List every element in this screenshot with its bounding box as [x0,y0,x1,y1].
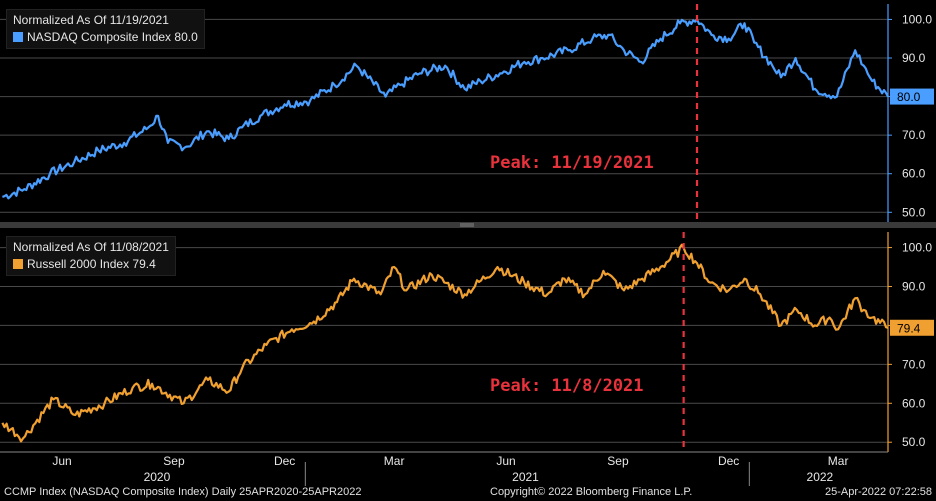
peak-annotation: Peak: 11/8/2021 [490,376,644,396]
x-tick-label: Sep [163,454,185,468]
russell-legend-swatch [13,259,23,269]
russell-legend: Normalized As Of 11/08/2021 Russell 2000… [6,236,176,276]
y-tick-label: 100.0 [902,241,932,255]
last-value-box [890,319,934,336]
nasdaq-legend: Normalized As Of 11/19/2021 NASDAQ Compo… [6,9,205,49]
last-value-box [890,88,934,105]
russell-legend-name: Russell 2000 Index [27,257,130,271]
series-line [1,243,889,443]
panel-splitter[interactable] [0,222,936,228]
x-year-label: 2021 [512,470,539,484]
last-value-label: 80.0 [897,90,921,104]
last-value-label: 79.4 [897,321,921,335]
x-axis: Jun Sep Dec Mar Jun Sep Dec Mar 2020 2021 2022 [0,451,888,486]
x-tick-label: Sep [607,454,629,468]
x-year-label: 2020 [144,470,171,484]
nasdaq-legend-entry: NASDAQ Composite Index 80.0 [13,29,198,46]
russell-legend-entry: Russell 2000 Index 79.4 [13,256,169,273]
footer-security: CCMP Index (NASDAQ Composite Index) Dail… [4,486,362,498]
nasdaq-legend-name: NASDAQ Composite Index [27,30,172,44]
y-tick-label: 60.0 [902,396,926,410]
y-tick-label: 60.0 [902,167,926,181]
x-year-label: 2022 [807,470,834,484]
footer-timestamp: 25-Apr-2022 07:22:58 [824,486,932,498]
x-tick-label: Dec [718,454,739,468]
y-tick-label: 100.0 [902,12,932,26]
footer-copyright: Copyright© 2022 Bloomberg Finance L.P. [490,486,693,498]
y-tick-label: 70.0 [902,357,926,371]
russell-legend-header: Normalized As Of 11/08/2021 [13,240,169,254]
russell-legend-value: 79.4 [132,257,156,271]
y-tick-label: 90.0 [902,280,926,294]
splitter-bar[interactable] [0,222,936,228]
x-tick-label: Mar [828,454,849,468]
peak-annotation: Peak: 11/19/2021 [490,153,654,173]
x-tick-label: Dec [274,454,295,468]
x-tick-label: Jun [52,454,71,468]
y-tick-label: 50.0 [902,205,926,219]
nasdaq-legend-swatch [13,32,23,42]
y-tick-label: 70.0 [902,128,926,142]
series-line [2,18,889,200]
y-tick-label: 90.0 [902,51,926,65]
x-tick-label: Mar [384,454,405,468]
x-tick-label: Jun [496,454,515,468]
nasdaq-legend-value: 80.0 [174,30,198,44]
y-tick-label: 50.0 [902,435,926,449]
footer: CCMP Index (NASDAQ Composite Index) Dail… [0,486,936,501]
nasdaq-legend-header: Normalized As Of 11/19/2021 [13,13,169,27]
